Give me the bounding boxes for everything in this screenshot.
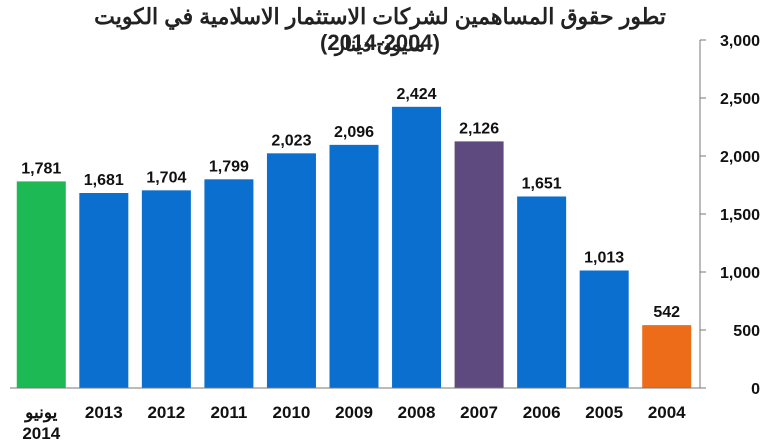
bar-value-label-3: 1,799 <box>209 158 249 175</box>
y-tick-label-3: 1,500 <box>720 207 760 224</box>
x-tick-label-5: 2009 <box>335 403 373 422</box>
bar-value-label-5: 2,096 <box>334 124 374 141</box>
y-tick-label-1: 500 <box>733 323 760 340</box>
x-tick-label-4: 2010 <box>273 403 311 422</box>
chart-subtitle: مليون دينار <box>334 34 426 56</box>
y-tick-label-4: 2,000 <box>720 149 760 166</box>
bar-10 <box>642 325 692 388</box>
x-tick-label-2: 2012 <box>147 403 185 422</box>
bar-7 <box>454 141 504 388</box>
bar-value-label-8: 1,651 <box>522 175 562 192</box>
bar-value-label-4: 2,023 <box>271 132 311 149</box>
bar-value-label-6: 2,424 <box>397 86 437 103</box>
bar-value-label-2: 1,704 <box>146 169 186 186</box>
x-tick-label-7: 2007 <box>460 403 498 422</box>
chart-title: تطور حقوق المساهمين لشركات الاستثمار الا… <box>94 4 666 55</box>
bar-5 <box>329 144 379 388</box>
bar-6 <box>392 106 442 388</box>
x-tick-label-9: 2005 <box>585 403 623 422</box>
bar-9 <box>579 270 629 388</box>
bar-8 <box>517 196 567 388</box>
x-tick-label-8: 2006 <box>523 403 561 422</box>
y-tick-label-0: 0 <box>751 381 760 398</box>
y-tick-label-2: 1,000 <box>720 265 760 282</box>
bar-value-label-9: 1,013 <box>584 249 624 266</box>
bar-value-label-1: 1,681 <box>84 172 124 189</box>
x-tick-label-6: 2008 <box>398 403 436 422</box>
bar-value-label-7: 2,126 <box>459 120 499 137</box>
x-tick-label-0-line-0: يونيو <box>23 403 57 423</box>
bar-value-label-10: 542 <box>653 304 680 321</box>
bar-3 <box>204 179 254 388</box>
x-tick-label-10: 2004 <box>648 403 686 422</box>
bar-value-label-0: 1,781 <box>21 160 61 177</box>
bar-1 <box>79 193 129 388</box>
y-tick-label-5: 2,500 <box>720 91 760 108</box>
x-tick-label-3: 2011 <box>210 403 247 422</box>
bar-4 <box>266 153 316 388</box>
x-tick-label-0-line-1: 2014 <box>22 424 60 443</box>
y-tick-label-6: 3,000 <box>720 33 760 50</box>
bar-0 <box>16 181 66 388</box>
bar-2 <box>141 190 191 388</box>
x-tick-label-1: 2013 <box>85 403 123 422</box>
